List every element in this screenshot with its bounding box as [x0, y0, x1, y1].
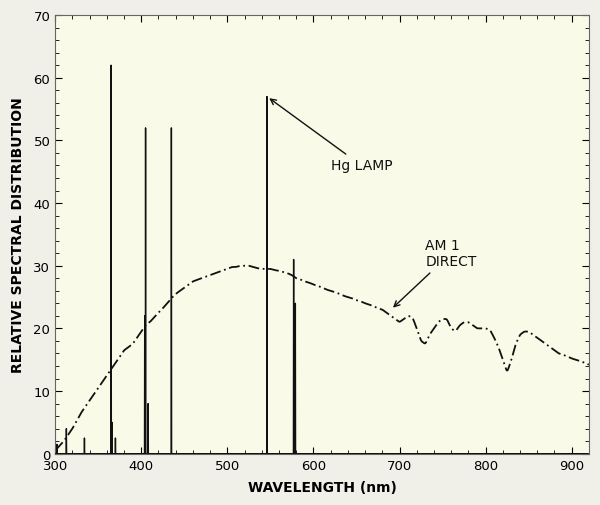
Text: Hg LAMP: Hg LAMP — [271, 100, 392, 173]
Text: AM 1
DIRECT: AM 1 DIRECT — [394, 239, 477, 307]
Y-axis label: RELATIVE SPECTRAL DISTRIBUTION: RELATIVE SPECTRAL DISTRIBUTION — [11, 97, 25, 373]
X-axis label: WAVELENGTH (nm): WAVELENGTH (nm) — [248, 480, 397, 494]
